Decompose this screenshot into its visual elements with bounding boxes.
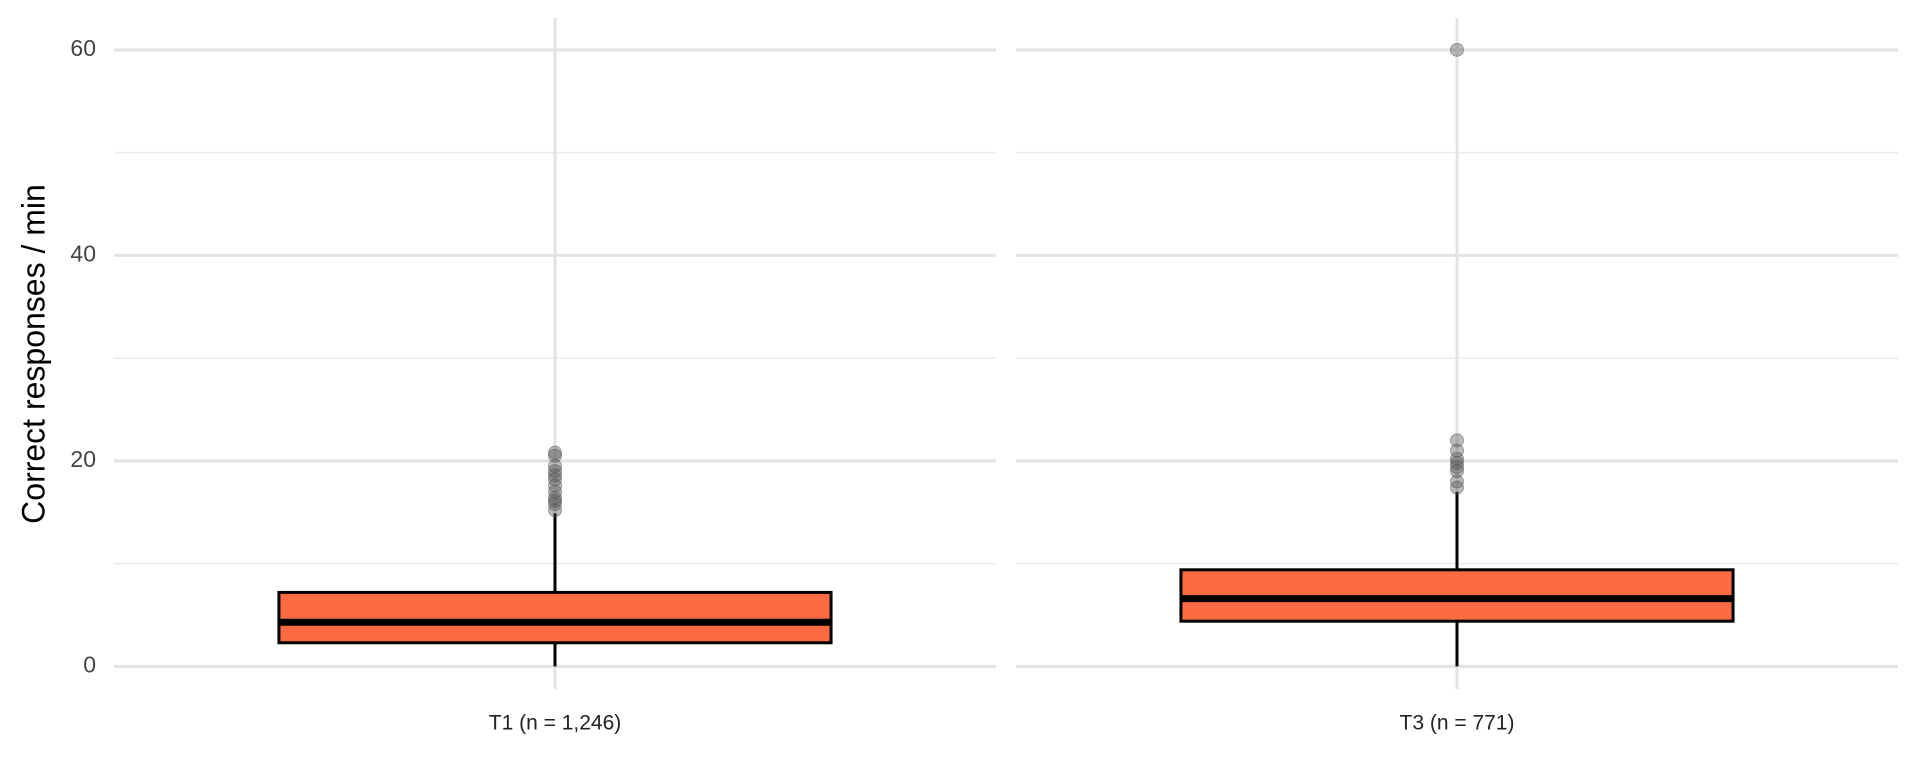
outlier xyxy=(1450,443,1464,458)
x-tick-label: T1 (n = 1,246) xyxy=(489,712,622,735)
box xyxy=(277,590,833,645)
y-tick-label: 60 xyxy=(70,35,96,61)
outlier xyxy=(1450,474,1464,489)
y-tick-label: 20 xyxy=(70,446,96,472)
outlier xyxy=(548,445,562,460)
outlier xyxy=(548,464,562,479)
y-tick-label: 0 xyxy=(83,651,96,677)
x-tick-label: T3 (n = 771) xyxy=(1400,712,1515,735)
y-tick-label: 40 xyxy=(70,240,96,266)
outlier xyxy=(1450,464,1464,479)
outlier xyxy=(1450,455,1464,470)
outlier xyxy=(1450,460,1464,475)
y-axis-label: Correct responses / min xyxy=(15,184,51,524)
outlier xyxy=(1450,451,1464,466)
outlier xyxy=(548,448,562,463)
outlier xyxy=(1450,433,1464,448)
outlier xyxy=(1450,42,1464,57)
